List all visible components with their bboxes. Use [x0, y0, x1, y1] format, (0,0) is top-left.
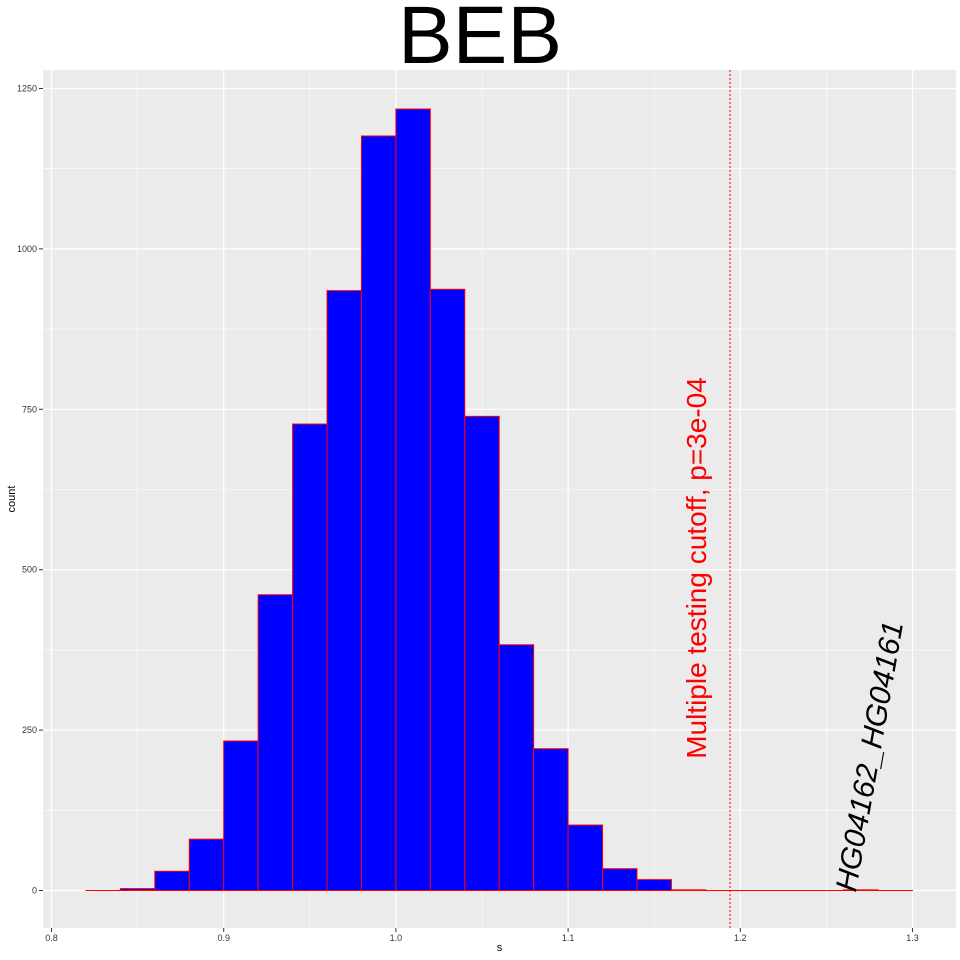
histogram-bar — [636, 879, 672, 891]
histogram-bar — [223, 740, 259, 891]
x-tick-label: 0.8 — [45, 933, 58, 943]
histogram-bar — [602, 868, 638, 892]
y-tick-label: 0 — [32, 886, 37, 896]
x-tick-label: 0.9 — [217, 933, 230, 943]
x-tick-label: 1.1 — [562, 933, 575, 943]
y-axis-title: count — [6, 486, 18, 513]
histogram-bar — [395, 108, 431, 892]
y-tick-label: 1000 — [17, 244, 37, 254]
cutoff-label: Multiple testing cutoff, p=3e-04 — [681, 377, 712, 759]
y-axis: 0 250 500 750 1000 1250 — [17, 84, 43, 896]
histogram-bar — [188, 838, 225, 891]
chart-title: BEB — [397, 0, 563, 81]
cutoff-group: Multiple testing cutoff, p=3e-04 — [681, 70, 731, 928]
x-tick-label: 1.0 — [390, 933, 403, 943]
y-tick-label: 500 — [22, 565, 37, 575]
y-tick-label: 250 — [22, 725, 37, 735]
histogram-bar — [464, 415, 500, 891]
y-tick-label: 1250 — [17, 84, 37, 94]
histogram-bar — [119, 888, 156, 891]
histogram-bar — [533, 748, 569, 892]
y-tick-label: 750 — [22, 404, 37, 414]
histogram-bar — [257, 594, 294, 891]
histogram-bars — [85, 108, 913, 892]
histogram-bar — [429, 288, 466, 891]
histogram-bar — [670, 889, 707, 891]
histogram-bar — [567, 824, 604, 892]
histogram-bar — [360, 135, 397, 891]
x-tick-label: 1.2 — [734, 933, 747, 943]
histogram-bar — [326, 290, 362, 891]
x-axis: 0.8 0.9 1.0 1.1 1.2 1.3 — [45, 928, 919, 943]
histogram-bar — [292, 423, 328, 891]
histogram-bar — [498, 644, 535, 892]
x-tick-label: 1.3 — [906, 933, 919, 943]
histogram-bar — [154, 870, 190, 892]
x-axis-title: s — [497, 942, 503, 954]
